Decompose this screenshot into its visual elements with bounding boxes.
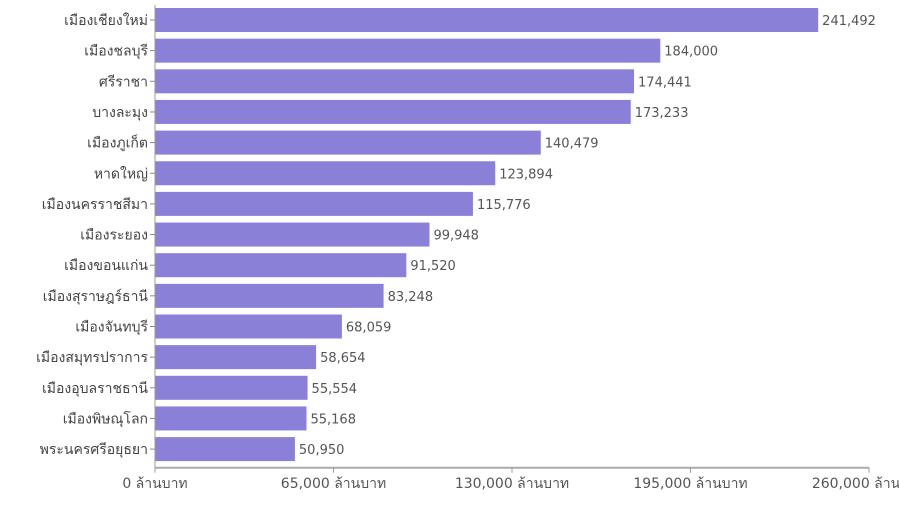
bar [155,437,295,462]
value-label: 55,168 [310,412,356,427]
value-label: 173,233 [635,106,689,121]
value-label: 115,776 [477,198,531,213]
category-label: เมืองพิษณุโลก [63,410,148,427]
category-label: เมืองระยอง [80,228,148,244]
bar [155,222,430,247]
bar [155,253,407,278]
bar [155,375,308,400]
category-label: พระนครศรีอยุธยา [40,442,148,458]
x-tick-label: 260,000 ล้านบาท [812,476,899,492]
x-tick-label: 0 ล้านบาท [122,476,187,492]
bar [155,314,342,339]
value-label: 99,948 [433,229,479,244]
value-label: 184,000 [664,45,718,60]
bar [155,406,307,431]
value-label: 241,492 [822,14,876,29]
bar [155,345,317,370]
x-tick-label: 65,000 ล้านบาท [281,476,386,492]
category-label: เมืองนครราชสีมา [42,197,148,213]
category-label: หาดใหญ่ [94,165,148,182]
value-label: 58,654 [320,351,366,366]
category-label: เมืองภูเก็ต [87,134,148,152]
bar [155,283,384,308]
value-label: 68,059 [346,321,392,336]
value-label: 140,479 [545,137,599,152]
value-label: 91,520 [410,259,456,274]
bar [155,8,819,32]
category-label: ศรีราชา [99,74,148,90]
category-label: เมืองขอนแก่น [64,258,148,274]
category-label: บางละมุง [92,105,148,121]
x-tick-label: 195,000 ล้านบาท [633,476,747,492]
bar [155,99,631,124]
value-label: 174,441 [638,75,692,90]
value-label: 50,950 [299,443,345,458]
bar [155,161,496,186]
x-tick-label: 130,000 ล้านบาท [455,476,569,492]
bar [155,130,541,155]
category-label: เมืองอุบลราชธานี [42,381,148,397]
value-label: 55,554 [312,382,358,397]
category-label: เมืองสุราษฎร์ธานี [43,288,149,305]
bar [155,191,473,216]
bar [155,38,661,63]
category-label: เมืองจันทบุรี [75,320,148,336]
category-label: เมืองเชียงใหม่ [64,12,148,29]
category-label: เมืองชลบุรี [84,44,148,60]
category-label: เมืองสมุทรปราการ [36,350,148,366]
bar [155,69,635,94]
value-label: 123,894 [499,167,553,182]
value-label: 83,248 [388,290,434,305]
